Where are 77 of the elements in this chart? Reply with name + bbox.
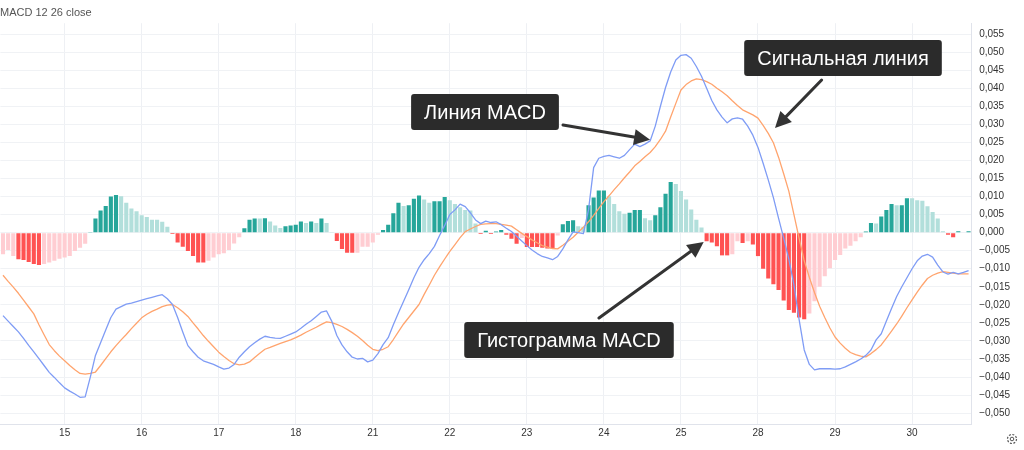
x-tick-label: 30 [906, 426, 919, 438]
bar [119, 196, 124, 233]
x-tick-label: 25 [675, 426, 687, 438]
bar [874, 223, 879, 233]
y-tick-label: −0,005 [979, 244, 1011, 256]
x-tick-label: 15 [59, 426, 71, 438]
bar [309, 221, 314, 233]
y-tick-label: −0,030 [979, 334, 1011, 346]
bar [868, 222, 874, 233]
y-tick-label: −0,025 [979, 316, 1011, 328]
bar [257, 218, 262, 233]
annotation: Линия MACD [424, 100, 546, 123]
annotation: Гистограмма MACD [477, 328, 661, 351]
x-tick-label: 23 [521, 426, 533, 438]
y-tick-label: 0,055 [979, 27, 1005, 39]
x-tick-label: 28 [752, 426, 764, 438]
bar [601, 190, 606, 233]
bar [745, 233, 750, 242]
chart-title: MACD 12 26 close [0, 5, 92, 18]
bar [894, 205, 899, 233]
y-tick-label: 0,050 [979, 45, 1005, 57]
bar [401, 205, 406, 233]
bar [268, 221, 273, 233]
bar [719, 233, 725, 256]
bar [36, 233, 42, 266]
y-tick-label: −0,015 [979, 280, 1011, 292]
y-tick-label: 0,015 [979, 172, 1005, 184]
bar [262, 218, 267, 233]
bar [303, 222, 309, 233]
y-tick-label: 0,030 [979, 118, 1005, 130]
y-tick-label: −0,010 [979, 262, 1011, 274]
y-tick-label: −0,020 [979, 298, 1011, 310]
bar [0, 233, 6, 255]
y-tick-label: 0,005 [979, 208, 1005, 220]
x-tick-label: 17 [213, 426, 225, 438]
x-tick-label: 18 [290, 426, 302, 438]
bar [416, 195, 422, 233]
bar [319, 218, 324, 233]
bar [740, 233, 745, 244]
annotation: Сигнальная линия [757, 46, 929, 69]
y-tick-label: −0,040 [979, 370, 1011, 382]
bar [226, 233, 232, 250]
x-tick-label: 22 [444, 426, 456, 438]
bar [565, 221, 571, 233]
x-tick-label: 16 [136, 426, 148, 438]
bar [606, 196, 612, 233]
y-tick-label: 0,000 [979, 226, 1005, 238]
x-tick-label: 21 [367, 426, 379, 438]
y-tick-label: 0,045 [979, 63, 1005, 75]
y-tick-label: 0,025 [979, 136, 1005, 148]
y-tick-label: −0,050 [979, 406, 1011, 418]
bar [555, 233, 560, 236]
y-tick-label: 0,040 [979, 81, 1005, 93]
bar [432, 201, 437, 233]
bar [113, 195, 119, 233]
bar [452, 204, 458, 233]
y-tick-label: 0,035 [979, 100, 1005, 111]
bar [314, 222, 319, 233]
bar [206, 233, 211, 261]
bar [910, 198, 915, 233]
y-tick-label: −0,035 [979, 352, 1011, 364]
y-tick-label: 0,020 [979, 154, 1005, 166]
bar [324, 222, 329, 233]
bar [42, 233, 47, 265]
bar [858, 233, 863, 238]
bar [904, 198, 909, 233]
bar [298, 221, 303, 233]
x-tick-label: 24 [598, 426, 610, 438]
bar [422, 199, 427, 233]
bar [339, 233, 345, 249]
y-tick-label: −0,045 [979, 388, 1011, 400]
bar [499, 230, 504, 233]
y-tick-label: 0,010 [979, 190, 1005, 202]
bar [642, 218, 648, 233]
x-tick-label: 29 [829, 426, 842, 438]
bar [77, 233, 83, 248]
bar [637, 209, 642, 233]
